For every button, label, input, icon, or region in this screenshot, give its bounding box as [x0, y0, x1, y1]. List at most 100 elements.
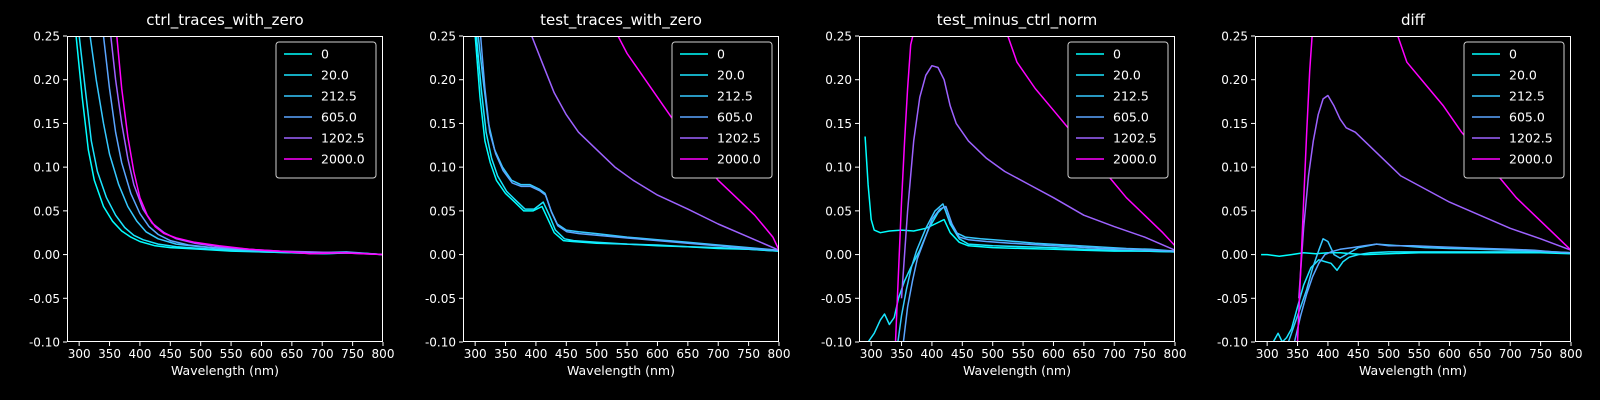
x-tick-label: 750 [1529, 347, 1552, 361]
legend-label: 20.0 [1509, 68, 1537, 83]
legend: 0 20.0 212.5 605.0 1202.5 2000.0 [671, 41, 773, 179]
x-tick-label: 650 [1468, 347, 1491, 361]
y-tick-label: 0.05 [429, 204, 456, 218]
x-tick-label: 400 [524, 347, 547, 361]
series-line-212.5 [1287, 238, 1571, 342]
y-tick-label: 0.05 [825, 204, 852, 218]
x-tick-label: 500 [585, 347, 608, 361]
legend-label: 605.0 [1113, 110, 1149, 125]
y-tick-label: -0.05 [1217, 292, 1248, 306]
x-tick-label: 450 [1347, 347, 1370, 361]
x-tick-label: 300 [68, 347, 91, 361]
legend-label: 20.0 [321, 68, 349, 83]
x-axis-label: Wavelength (nm) [963, 363, 1071, 378]
x-tick-label: 500 [981, 347, 1004, 361]
y-tick-label: -0.10 [1217, 336, 1248, 350]
x-axis-label: Wavelength (nm) [171, 363, 279, 378]
x-tick-label: 450 [159, 347, 182, 361]
y-tick-label: 0.25 [429, 30, 456, 44]
plot-frame [859, 36, 1175, 342]
x-tick-label: 350 [1286, 347, 1309, 361]
x-tick-label: 600 [646, 347, 669, 361]
series-line-0 [1261, 252, 1571, 258]
series-line-2000.0 [894, 36, 1175, 342]
x-tick-label: 550 [616, 347, 639, 361]
y-tick-label: 0.00 [33, 248, 60, 262]
legend-label: 0 [1113, 47, 1121, 62]
legend-label: 0 [321, 47, 329, 62]
x-tick-label: 800 [1560, 347, 1583, 361]
y-tick-label: 0.10 [825, 161, 852, 175]
series-line-0 [864, 136, 1175, 253]
series-group [1261, 36, 1571, 342]
series-line-20.0 [475, 36, 779, 252]
y-tick-label: 0.05 [33, 204, 60, 218]
y-tick-label: 0.10 [33, 161, 60, 175]
y-tick-label: 0.00 [429, 248, 456, 262]
x-tick-label: 750 [341, 347, 364, 361]
legend-label: 605.0 [717, 110, 753, 125]
legend-label: 605.0 [1509, 110, 1545, 125]
series-line-605.0 [1293, 243, 1571, 342]
legend-label: 2000.0 [1509, 152, 1553, 167]
legend-label: 0 [717, 47, 725, 62]
chart-panel-2: 300 350 400 450 500 550 600 650 700 750 800 -0.10 -0… [425, 11, 791, 378]
x-tick-label: 400 [920, 347, 943, 361]
x-tick-label: 300 [860, 347, 883, 361]
y-tick-label: 0.00 [825, 248, 852, 262]
chart-title: ctrl_traces_with_zero [146, 11, 303, 30]
x-tick-label: 400 [1316, 347, 1339, 361]
plot-frame [463, 36, 779, 342]
y-tick-label: 0.10 [429, 161, 456, 175]
x-axis-label: Wavelength (nm) [1359, 363, 1467, 378]
x-tick-label: 450 [951, 347, 974, 361]
series-line-2000.0 [116, 36, 383, 256]
y-tick-label: 0.00 [1221, 248, 1248, 262]
legend-label: 1202.5 [1509, 131, 1553, 146]
series-line-1202.5 [1298, 94, 1571, 299]
x-tick-label: 550 [220, 347, 243, 361]
y-tick-label: 0.25 [33, 30, 60, 44]
series-line-1202.5 [900, 64, 1175, 299]
legend-label: 1202.5 [321, 131, 365, 146]
series-group [864, 36, 1175, 342]
y-tick-label: 0.05 [1221, 204, 1248, 218]
series-line-2000.0 [1296, 36, 1571, 342]
x-tick-label: 750 [737, 347, 760, 361]
x-tick-label: 700 [1499, 347, 1522, 361]
legend: 0 20.0 212.5 605.0 1202.5 2000.0 [1463, 41, 1565, 179]
chart-title: test_traces_with_zero [540, 11, 702, 30]
x-tick-label: 800 [372, 347, 395, 361]
legend-label: 212.5 [717, 89, 753, 104]
x-tick-label: 650 [676, 347, 699, 361]
legend-frame [671, 41, 773, 179]
y-tick-label: 0.15 [825, 117, 852, 131]
x-tick-label: 400 [128, 347, 151, 361]
series-line-20.0 [1272, 251, 1571, 342]
x-tick-label: 700 [1103, 347, 1126, 361]
y-tick-label: -0.10 [425, 336, 456, 350]
x-tick-label: 800 [1164, 347, 1187, 361]
x-tick-label: 750 [1133, 347, 1156, 361]
x-tick-label: 700 [707, 347, 730, 361]
legend-frame [1067, 41, 1169, 179]
x-tick-label: 600 [250, 347, 273, 361]
y-tick-label: -0.05 [425, 292, 456, 306]
x-tick-label: 650 [1072, 347, 1095, 361]
x-tick-label: 800 [768, 347, 791, 361]
chart-panel-1: 300 350 400 450 500 550 600 650 700 750 800 -0.10 -0… [29, 11, 395, 378]
y-tick-label: -0.05 [821, 292, 852, 306]
y-tick-label: 0.20 [825, 73, 852, 87]
y-tick-label: 0.20 [429, 73, 456, 87]
legend-label: 1202.5 [717, 131, 761, 146]
x-tick-label: 700 [311, 347, 334, 361]
x-tick-label: 500 [189, 347, 212, 361]
x-tick-label: 600 [1438, 347, 1461, 361]
legend-label: 2000.0 [321, 152, 365, 167]
chart-title: diff [1401, 11, 1426, 29]
legend-frame [1463, 41, 1565, 179]
legend-label: 212.5 [1509, 89, 1545, 104]
legend: 0 20.0 212.5 605.0 1202.5 2000.0 [275, 41, 377, 179]
legend-label: 2000.0 [717, 152, 761, 167]
